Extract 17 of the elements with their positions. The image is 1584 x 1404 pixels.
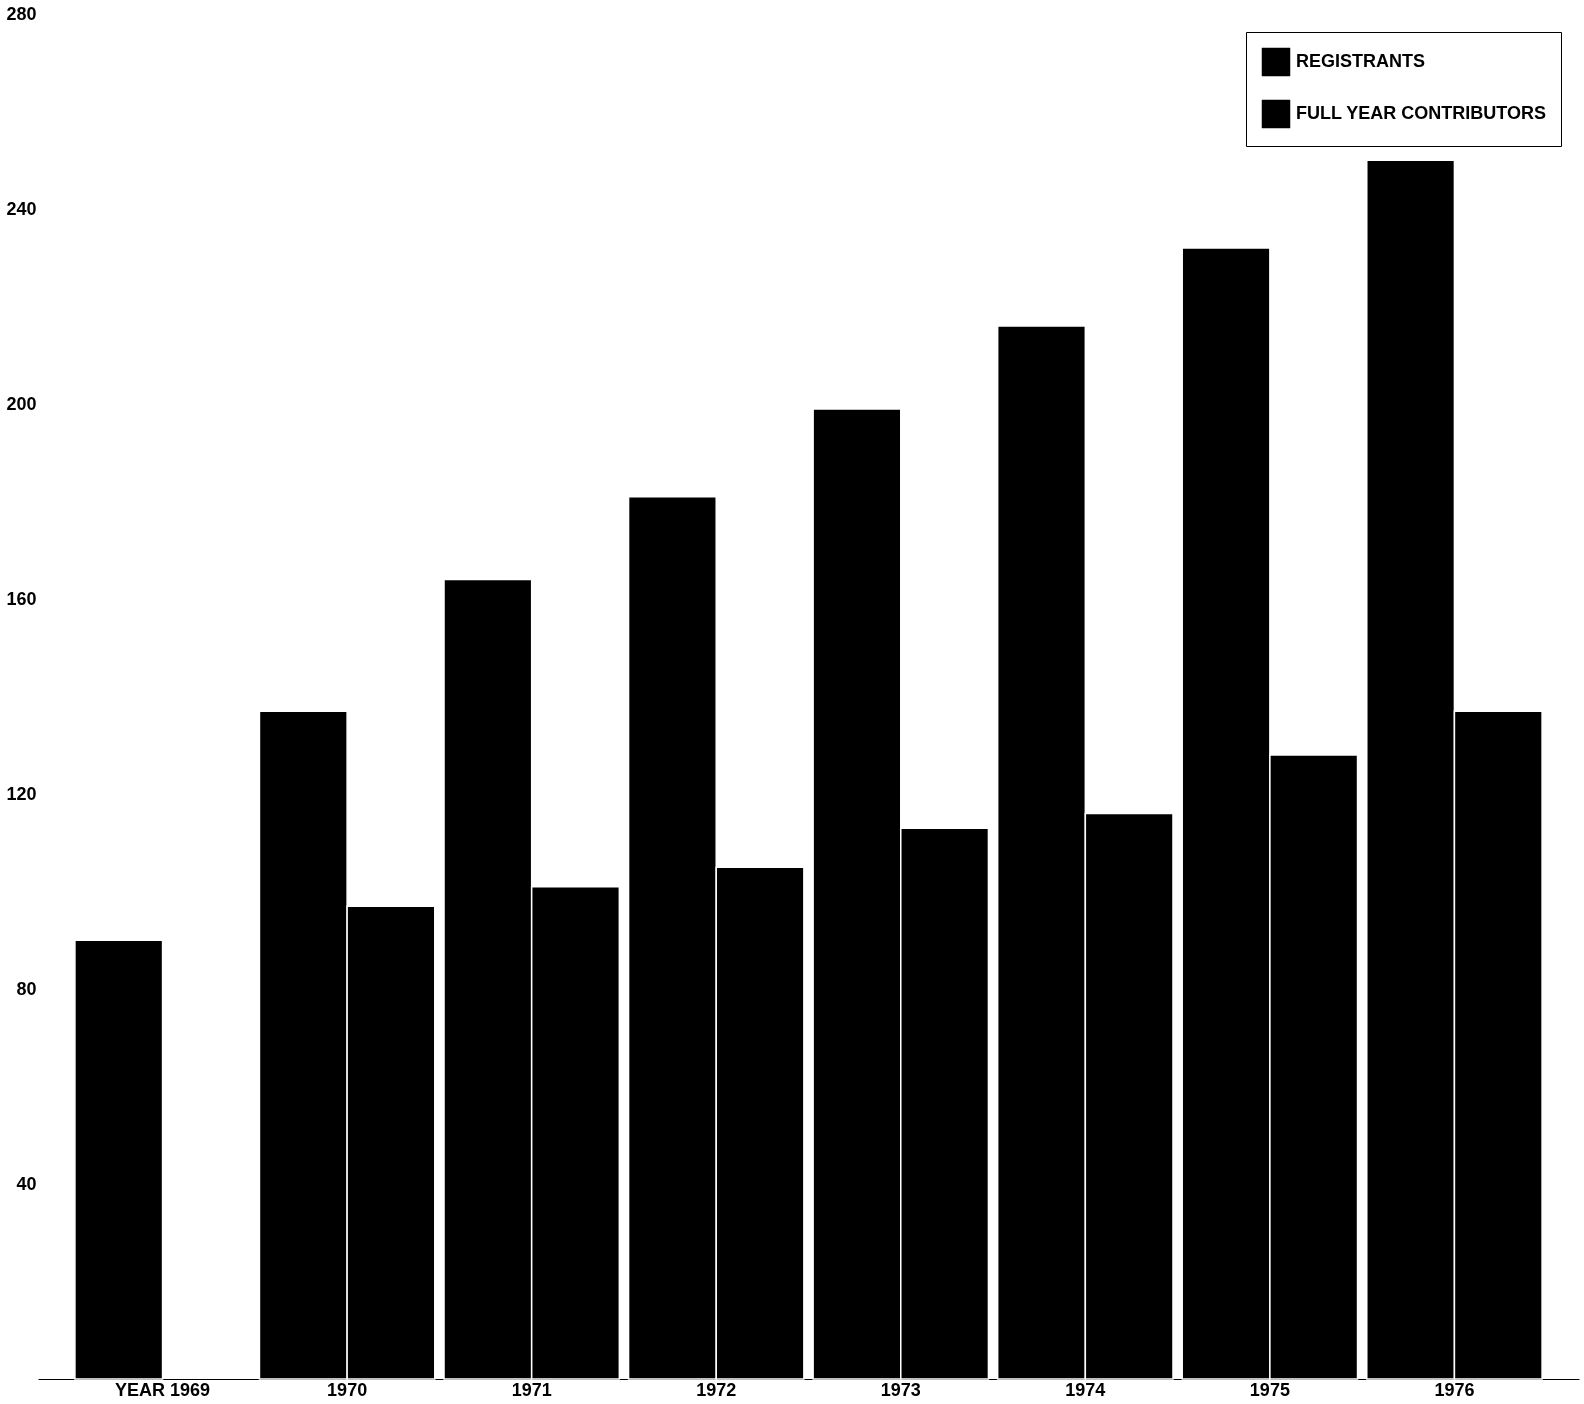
- x-tick-label: 1970: [327, 1379, 368, 1400]
- x-tick-label: 1976: [1434, 1379, 1475, 1400]
- x-tick-label: 1972: [696, 1379, 737, 1400]
- y-tick-label: 160: [6, 588, 37, 609]
- y-tick-label: 120: [6, 783, 37, 804]
- x-tick-label: YEAR 1969: [115, 1379, 211, 1400]
- x-tick-label: 1973: [880, 1379, 921, 1400]
- x-tick-label: 1975: [1249, 1379, 1290, 1400]
- y-tick-label: 240: [6, 198, 37, 219]
- legend-label: REGISTRANTS: [1296, 51, 1426, 71]
- y-tick-label: 80: [16, 978, 37, 999]
- x-tick-label: 1974: [1065, 1379, 1106, 1400]
- legend-label: FULL YEAR CONTRIBUTORS: [1296, 103, 1547, 123]
- y-tick-label: 40: [16, 1173, 37, 1194]
- x-tick-label: 1971: [511, 1379, 552, 1400]
- y-tick-label: 280: [6, 3, 37, 24]
- y-tick-label: 200: [6, 393, 37, 414]
